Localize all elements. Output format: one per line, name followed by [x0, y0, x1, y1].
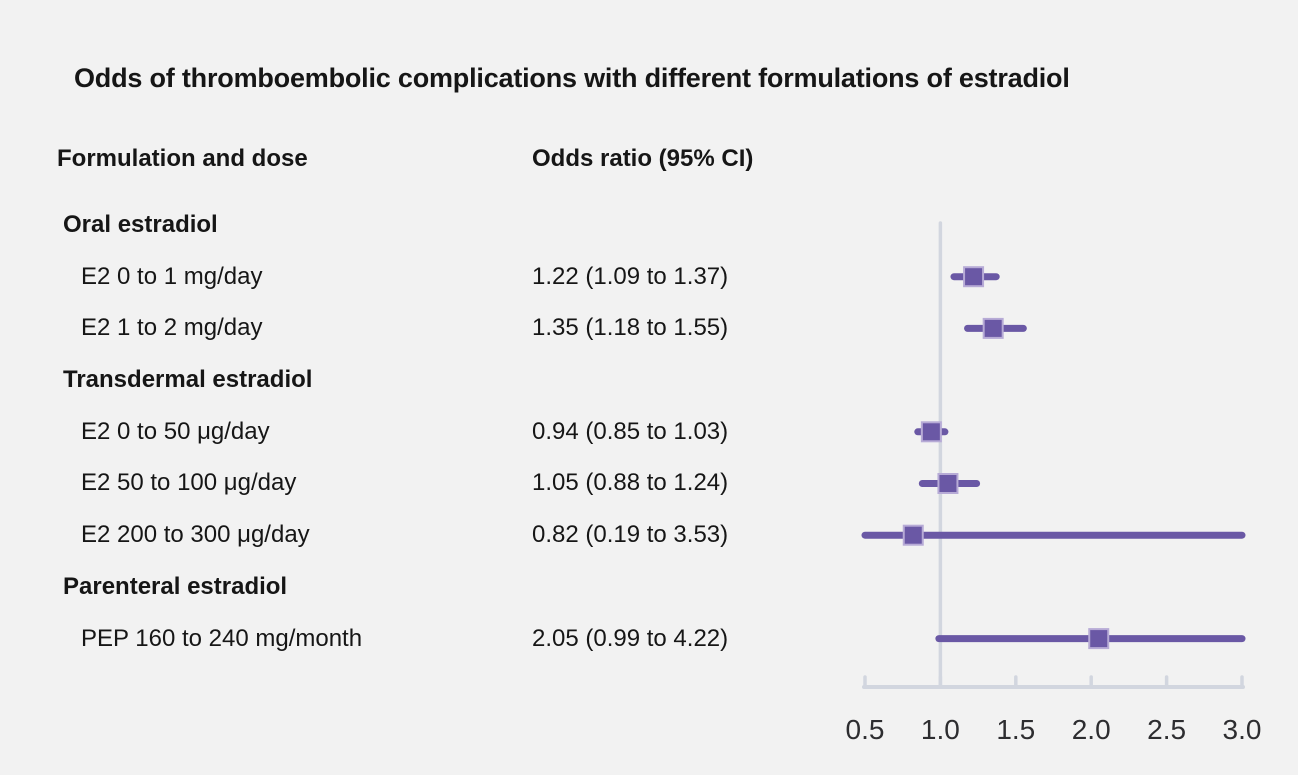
row-value-e2-1-2: 1.35 (1.18 to 1.55) [532, 314, 729, 341]
x-axis-tick-label: 2.5 [1147, 714, 1186, 745]
group-label-transdermal: Transdermal estradiol [63, 366, 313, 393]
row-value-e2-50-100: 1.05 (0.88 to 1.24) [532, 469, 729, 496]
or-marker [982, 317, 1004, 339]
row-label-e2-1-2: E2 1 to 2 mg/day [81, 314, 263, 341]
x-axis-tick-label: 3.0 [1223, 714, 1262, 745]
column-header-formulation: Formulation and dose [57, 145, 308, 172]
row-label-e2-0-1: E2 0 to 1 mg/day [81, 263, 263, 290]
column-header-odds-ratio: Odds ratio (95% CI) [532, 145, 754, 172]
row-label-e2-0-50: E2 0 to 50 μg/day [81, 418, 270, 445]
or-marker [1088, 628, 1110, 650]
x-axis-tick-label: 0.5 [846, 714, 885, 745]
row-value-e2-0-50: 0.94 (0.85 to 1.03) [532, 418, 729, 445]
x-axis-tick-label: 2.0 [1072, 714, 1111, 745]
row-value-e2-200-300: 0.82 (0.19 to 3.53) [532, 521, 729, 548]
or-marker [937, 473, 959, 494]
row-label-e2-200-300: E2 200 to 300 μg/day [81, 521, 310, 548]
row-label-pep-160-240: PEP 160 to 240 mg/month [81, 625, 363, 652]
group-label-oral: Oral estradiol [63, 211, 218, 238]
x-axis-tick-label: 1.5 [996, 714, 1035, 745]
chart-title: Odds of thromboembolic complications wit… [74, 63, 1070, 93]
row-label-e2-50-100: E2 50 to 100 μg/day [81, 469, 297, 496]
or-marker [920, 421, 942, 443]
row-value-pep-160-240: 2.05 (0.99 to 4.22) [532, 625, 729, 652]
group-label-parenteral: Parenteral estradiol [63, 573, 288, 600]
x-axis-tick-label: 1.0 [921, 714, 960, 745]
or-marker [902, 524, 924, 546]
or-marker [963, 266, 985, 288]
row-value-e2-0-1: 1.22 (1.09 to 1.37) [532, 263, 729, 290]
